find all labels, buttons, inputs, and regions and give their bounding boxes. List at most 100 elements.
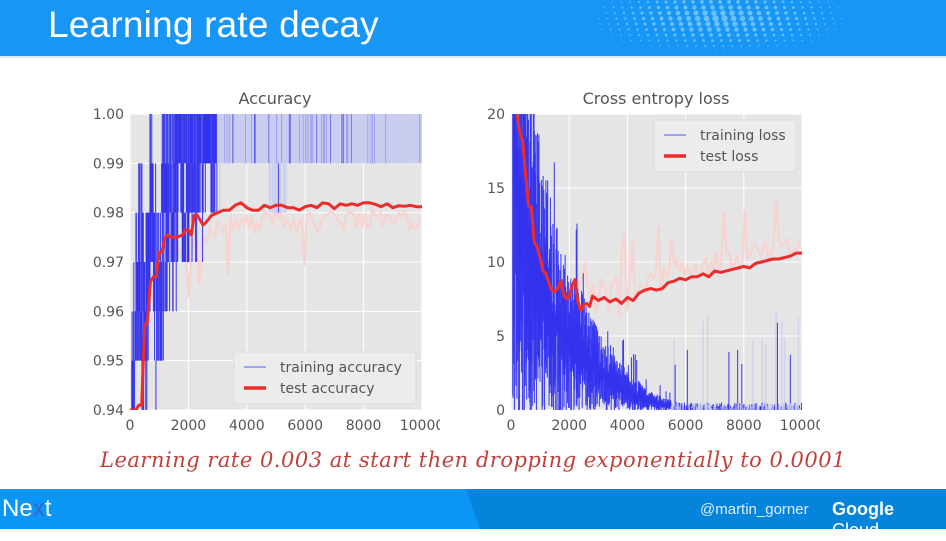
halftone-dot xyxy=(731,45,733,47)
halftone-dot xyxy=(651,17,655,21)
halftone-dot xyxy=(670,22,674,26)
halftone-dot xyxy=(650,45,651,46)
halftone-dot xyxy=(785,45,786,46)
halftone-dot xyxy=(685,11,690,16)
halftone-dot xyxy=(700,0,704,4)
halftone-dot xyxy=(800,1,802,3)
halftone-dot xyxy=(743,27,747,31)
halftone-dot xyxy=(742,22,747,27)
halftone-dot xyxy=(683,5,687,9)
halftone-dot xyxy=(789,28,792,31)
halftone-dot xyxy=(657,6,660,9)
halftone-dot xyxy=(751,22,756,27)
halftone-dot xyxy=(769,22,773,26)
halftone-dot xyxy=(676,11,680,15)
halftone-dot xyxy=(688,22,693,27)
halftone-dot xyxy=(751,51,752,52)
halftone-dot xyxy=(589,18,590,19)
halftone-dot xyxy=(622,40,623,41)
halftone-dot xyxy=(614,12,616,14)
halftone-dot xyxy=(715,51,716,52)
halftone-dot xyxy=(660,17,664,21)
halftone-dot xyxy=(714,21,719,26)
halftone-dot xyxy=(812,12,814,14)
halftone-dot xyxy=(833,23,834,24)
halftone-dot xyxy=(775,11,779,15)
x-tick-label: 0 xyxy=(126,418,135,434)
y-tick-label: 15 xyxy=(487,181,505,197)
halftone-dot xyxy=(663,28,666,31)
halftone-dot xyxy=(627,28,629,30)
header-divider xyxy=(0,56,946,58)
halftone-dot xyxy=(835,29,836,30)
halftone-dot xyxy=(800,34,802,36)
halftone-dot xyxy=(827,1,828,2)
halftone-dot xyxy=(695,45,697,47)
halftone-dot xyxy=(704,45,706,47)
y-tick-label: 0.96 xyxy=(93,304,124,320)
legend-label-test: test accuracy xyxy=(280,381,375,397)
halftone-dot xyxy=(734,27,738,31)
halftone-dot xyxy=(607,18,609,20)
halftone-dot xyxy=(773,34,776,37)
halftone-dot xyxy=(773,1,776,4)
halftone-dot xyxy=(756,39,758,41)
halftone-dot xyxy=(771,28,775,32)
halftone-dot xyxy=(792,6,795,9)
halftone-dot xyxy=(640,40,641,41)
halftone-dot xyxy=(740,45,742,47)
halftone-dot xyxy=(652,22,655,25)
halftone-dot xyxy=(630,6,632,8)
halftone-dot xyxy=(748,11,753,16)
y-tick-label: 0.97 xyxy=(93,255,124,271)
halftone-dot xyxy=(620,1,621,2)
halftone-dot xyxy=(691,33,694,36)
halftone-dot xyxy=(642,46,643,47)
halftone-dot xyxy=(817,29,819,31)
halftone-dot xyxy=(705,21,710,26)
halftone-dot xyxy=(697,51,698,52)
halftone-dot xyxy=(791,34,793,36)
halftone-dot xyxy=(666,6,670,10)
halftone-dot xyxy=(691,0,695,4)
halftone-dot xyxy=(704,16,710,22)
halftone-dot xyxy=(595,7,596,8)
legend-label-test: test loss xyxy=(700,149,758,165)
halftone-dot xyxy=(693,39,696,42)
halftone-dot xyxy=(798,28,801,31)
halftone-dot xyxy=(747,39,750,42)
halftone-dot xyxy=(635,23,638,26)
halftone-dot xyxy=(782,34,785,37)
halftone-dot xyxy=(784,11,787,14)
halftone-dot xyxy=(684,39,687,42)
halftone-dot xyxy=(813,17,815,19)
halftone-dot xyxy=(820,40,821,41)
halftone-dot xyxy=(642,17,645,20)
google-cloud-logo: Google Cloud xyxy=(832,499,946,541)
halftone-dot xyxy=(815,23,817,25)
halftone-dot xyxy=(659,45,660,46)
halftone-dot xyxy=(839,12,840,13)
halftone-dot xyxy=(639,6,642,9)
halftone-dot xyxy=(829,7,830,8)
halftone-dot xyxy=(695,16,700,21)
halftone-dot xyxy=(711,39,714,42)
y-tick-label: 10 xyxy=(487,255,505,271)
halftone-dot xyxy=(738,39,741,42)
halftone-dot xyxy=(719,5,724,10)
halftone-dot xyxy=(710,5,715,10)
y-tick-label: 0.94 xyxy=(93,403,124,419)
halftone-dot xyxy=(636,28,638,30)
halftone-dot xyxy=(713,45,715,47)
halftone-dot xyxy=(806,23,809,26)
halftone-dot xyxy=(656,34,659,37)
halftone-dot xyxy=(826,29,827,30)
brand-bold: Google xyxy=(832,499,894,519)
halftone-dot xyxy=(679,22,683,26)
halftone-dot xyxy=(725,27,730,32)
halftone-dot xyxy=(665,1,668,4)
halftone-dot xyxy=(658,11,662,15)
halftone-dot xyxy=(818,34,819,35)
